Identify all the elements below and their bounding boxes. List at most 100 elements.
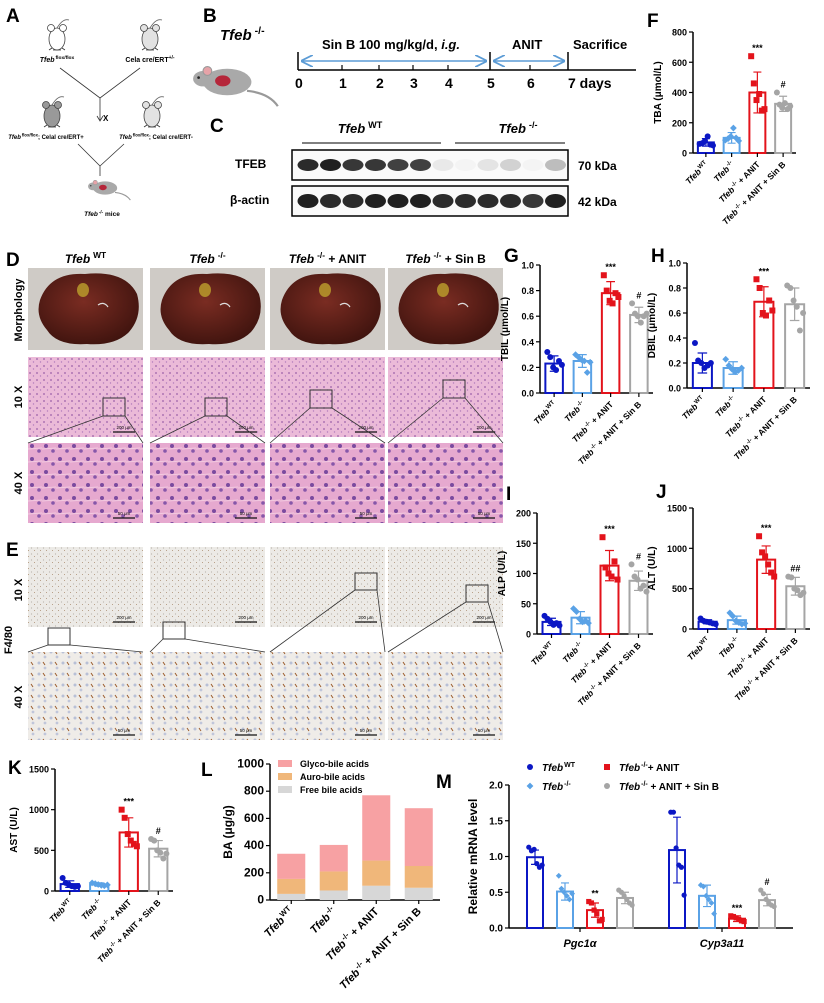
stacked-segment [362,885,391,900]
data-point-square [753,97,760,104]
data-point-square [614,576,621,583]
y-tick-label: 1.0 [521,261,534,271]
western-group-ko: Tfeb -/- [498,120,537,136]
liver-icon [215,75,231,87]
zoom-connector [27,644,144,653]
gene-name: Tfeb [498,121,526,136]
genotype-superscript: -/- [641,762,648,769]
data-point-square [130,840,137,847]
data-point-square [612,290,619,297]
significance-marker: *** [123,797,134,807]
data-point-square [756,285,763,291]
f480-40x-image [270,652,385,740]
mouse-whiskers [143,124,161,128]
y-tick-label: 2.0 [489,781,503,792]
y-tick-label: 0.5 [489,888,503,899]
x-tick-label: Tfeb-/- + ANIT + Sin B [336,904,424,992]
significance-marker: *** [605,262,616,272]
chart-H: 0.0 0.2 0.4 0.6 0.8 1.0 DBIL (μmol/L) *** TfebWT… [647,259,810,462]
panel-label-E: E [6,540,19,561]
blot-band [477,194,499,208]
he-40x-image [28,443,143,523]
data-point-square [741,918,747,925]
he-10x-image [388,357,503,437]
bar-group [697,615,719,630]
y-axis-label: AST (U/L) [9,807,20,853]
data-point-circle [558,361,565,368]
data-point-circle [604,783,610,789]
data-point-square [603,287,610,294]
bar-group: *** [118,797,140,893]
parent2-label: Cela cre/ERT+/- [125,55,174,64]
mouse-ear [54,101,62,109]
significance-marker: # [764,877,769,887]
data-point-circle [629,902,635,908]
data-point-square [124,831,131,838]
y-tick-label: 0.6 [521,312,534,322]
bar-group: *** [756,523,778,630]
label-suffix: + ANIT + Sin B [738,159,788,209]
he-40x-image [270,443,385,523]
f480-40x-image [28,652,143,740]
mouse-ear [92,180,98,185]
mouse-whiskers [43,124,61,128]
genotype-superscript: -/- [255,25,265,37]
scale-bar-label: 50 μm [478,511,491,516]
gene-name: Tfeb [40,57,56,64]
legend-label: Tfeb-/-+ ANIT [619,762,679,774]
blot-band [455,194,476,208]
gene-name: Tfeb [8,135,21,141]
bar-group: *** [748,43,768,154]
scale-bar-label: 50 μm [118,511,131,516]
bar-group [88,879,111,893]
blot-band [365,194,386,208]
stain-label-f4-80: F4/80 [3,626,15,654]
data-point-circle [760,891,767,897]
data-point-square [609,300,616,307]
timeline-tick-label: 6 [527,75,535,91]
superscript: +/- [169,55,175,61]
genotype-superscript: flox/flox [133,133,150,138]
gene-name: Tfeb [84,211,98,218]
data-point-circle [678,864,685,870]
data-point-circle [151,837,158,844]
he-10x-image [150,357,265,437]
sacrifice-label: Sacrifice [573,37,627,52]
he-40x-image [150,443,265,523]
data-point-square [594,911,600,917]
genotype-superscript: -/- [529,120,538,130]
data-point-square [596,918,603,924]
zoom-region-box [47,627,71,646]
bar-group [59,874,81,893]
genotype-superscript: WT [699,636,710,647]
liver-specimen [280,273,381,345]
y-tick-label: 0 [682,625,687,635]
y-tick-label: 0.2 [668,359,681,369]
x-category-label: Cyp3a11 [700,938,744,950]
mouse-tfeb-ko [88,180,131,201]
data-point-diamond [705,896,712,903]
stacked-segment [319,871,348,891]
bar-group: # [629,290,650,395]
mouse-tail [246,89,279,107]
genotype-superscript: flox/flox [56,55,75,61]
stacked-segment [277,893,306,900]
genotype-superscript: WT [61,898,72,909]
panel-label-L: L [201,760,213,781]
histology-column-header: Tfeb -/- + ANIT [289,250,367,266]
timeline-tick-label: 2 [376,75,384,91]
data-point-circle [556,622,563,629]
data-point-square [736,916,742,923]
y-tick-label: 50 [521,599,531,609]
y-tick-label: 1000 [667,544,687,554]
significance-marker: # [156,826,161,836]
stacked-segment [277,853,306,879]
significance-marker: # [636,290,641,300]
zoom-region-box [465,584,489,603]
y-axis-label: TBA (μmol/L) [653,61,664,123]
x-tick-label: Tfeb-/- [79,897,103,921]
genotype-superscript: WT [93,250,107,260]
timeline-tick-label: 0 [295,75,303,91]
y-tick-label: 0.0 [521,389,534,399]
zoom-region-box [442,379,466,399]
